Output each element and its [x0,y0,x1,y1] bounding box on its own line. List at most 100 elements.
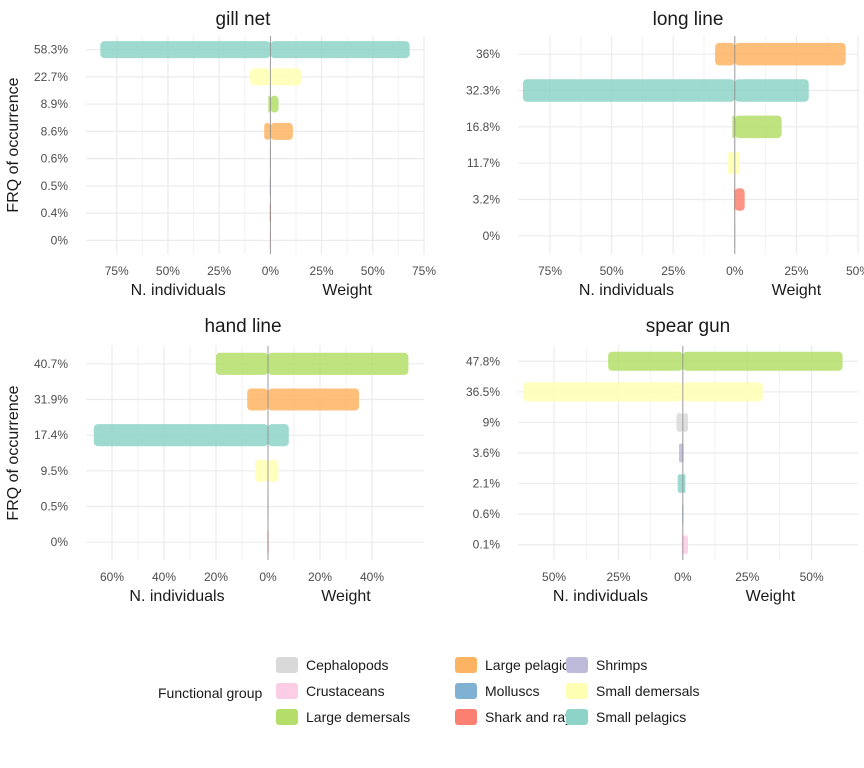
bar-individuals [608,351,683,371]
bar-weight [682,474,686,494]
bar-weight [734,151,740,175]
y-tick-label: 0.6% [41,152,69,166]
legend-key-swatch [566,683,588,699]
legend-item: Shrimps [566,654,647,676]
x-tick-label: 0% [674,570,692,584]
y-tick-label: 40.7% [34,357,68,371]
bar-individuals [678,443,683,463]
legend-label: Shark and rays [485,709,580,725]
panel-gill-net: 58.3% 22.7% 8.9% 8.6% 0.6% 0.5% 0.4% 0% 75% 50% 25… [5,9,436,299]
legend-item: Shark and rays [455,706,579,728]
x-axis-label-left: N. individuals [129,588,224,605]
y-tick-label: 0% [483,229,501,243]
panel-spear-gun: 47.8% 36.5% 9% 3.6% 2.1% 0.6% 0.1% 50% 25% 0% 25% 5… [466,316,858,605]
legend-label: Shrimps [596,657,648,673]
y-axis-label: FRQ of occurrence [5,385,22,520]
x-tick-label: 50% [600,264,624,278]
bar-individuals [264,122,271,140]
x-axis-label-left: N. individuals [579,282,674,299]
y-tick-label: 0% [51,535,69,549]
x-tick-label: 50% [156,264,180,278]
legend-label: Large pelagics [485,657,577,673]
x-tick-label: 60% [100,570,124,584]
x-tick-label: 25% [207,264,231,278]
bar-individuals [727,151,735,175]
bar-individuals [676,412,683,432]
y-tick-label: 11.7% [467,156,500,170]
y-tick-label: 36.5% [466,385,500,399]
legend-item: Small demersals [566,680,699,702]
bar-individuals [523,382,683,402]
panel-title: hand line [204,316,281,337]
x-tick-label: 50% [361,264,385,278]
x-axis-label-right: Weight [321,588,371,605]
panel-title: spear gun [646,316,731,337]
y-tick-label: 0.1% [473,538,501,552]
x-tick-label: 75% [412,264,436,278]
legend-key-swatch [276,709,298,725]
bar-weight [268,459,279,482]
y-tick-label: 3.6% [473,446,501,460]
y-axis-label: FRQ of occurrence [5,77,22,212]
bar-weight [682,382,763,402]
legend-key-swatch [455,683,477,699]
bar-individuals [522,79,735,102]
y-tick-label: 36% [476,47,500,61]
x-axis-label-left: N. individuals [131,282,226,299]
legend-item: Crustaceans [276,680,385,702]
bar-weight [682,412,688,432]
legend-key-swatch [566,709,588,725]
y-tick-label: 8.9% [41,97,69,111]
panel-title: gill net [216,9,272,30]
y-tick-label: 0.4% [41,206,69,220]
x-axis-label-right: Weight [746,588,796,605]
legend-key-swatch [276,683,298,699]
y-tick-label: 16.8% [466,120,500,134]
legend-label: Crustaceans [306,683,385,699]
legend-label: Cephalopods [306,657,389,673]
bar-individuals [715,42,735,66]
y-tick-label: 9.5% [41,464,69,478]
y-tick-label: 2.1% [473,477,501,491]
y-tick-label: 0.5% [41,500,69,514]
bar-weight [734,42,846,66]
x-tick-label: 40% [152,570,176,584]
bar-individuals [677,474,683,494]
y-tick-label: 58.3% [34,43,68,57]
legend: Functional group Cephalopods Crustaceans L… [158,654,758,734]
bar-individuals [268,95,271,113]
bar-weight [734,188,745,211]
x-tick-label: 0% [726,264,744,278]
legend-key-swatch [276,657,298,673]
bar-weight [270,95,279,113]
legend-item: Cephalopods [276,654,389,676]
legend-item: Large pelagics [455,654,576,676]
x-tick-label: 75% [105,264,129,278]
x-tick-label: 40% [360,570,384,584]
y-tick-label: 32.3% [466,84,500,98]
legend-key-swatch [566,657,588,673]
legend-key-swatch [455,709,477,725]
bar-weight [270,122,293,140]
y-tick-label: 17.4% [34,428,68,442]
bar-weight [734,115,782,139]
y-tick-label: 8.6% [41,124,69,138]
x-tick-label: 20% [308,570,332,584]
y-tick-label: 0.5% [41,179,69,193]
legend-item: Molluscs [455,680,539,702]
y-tick-label: 47.8% [466,354,500,368]
x-axis-label-right: Weight [772,282,822,299]
bar-weight [268,388,359,411]
y-tick-label: 9% [483,415,501,429]
bar-weight [734,79,809,102]
bar-individuals [100,41,271,59]
y-tick-label: 0% [51,233,69,247]
x-tick-label: 50% [800,570,824,584]
bar-weight [682,351,843,371]
bar-individuals [249,68,271,86]
bar-individuals [247,388,268,411]
legend-item: Small pelagics [566,706,686,728]
x-axis-label-right: Weight [322,282,372,299]
y-tick-label: 0.6% [473,507,501,521]
